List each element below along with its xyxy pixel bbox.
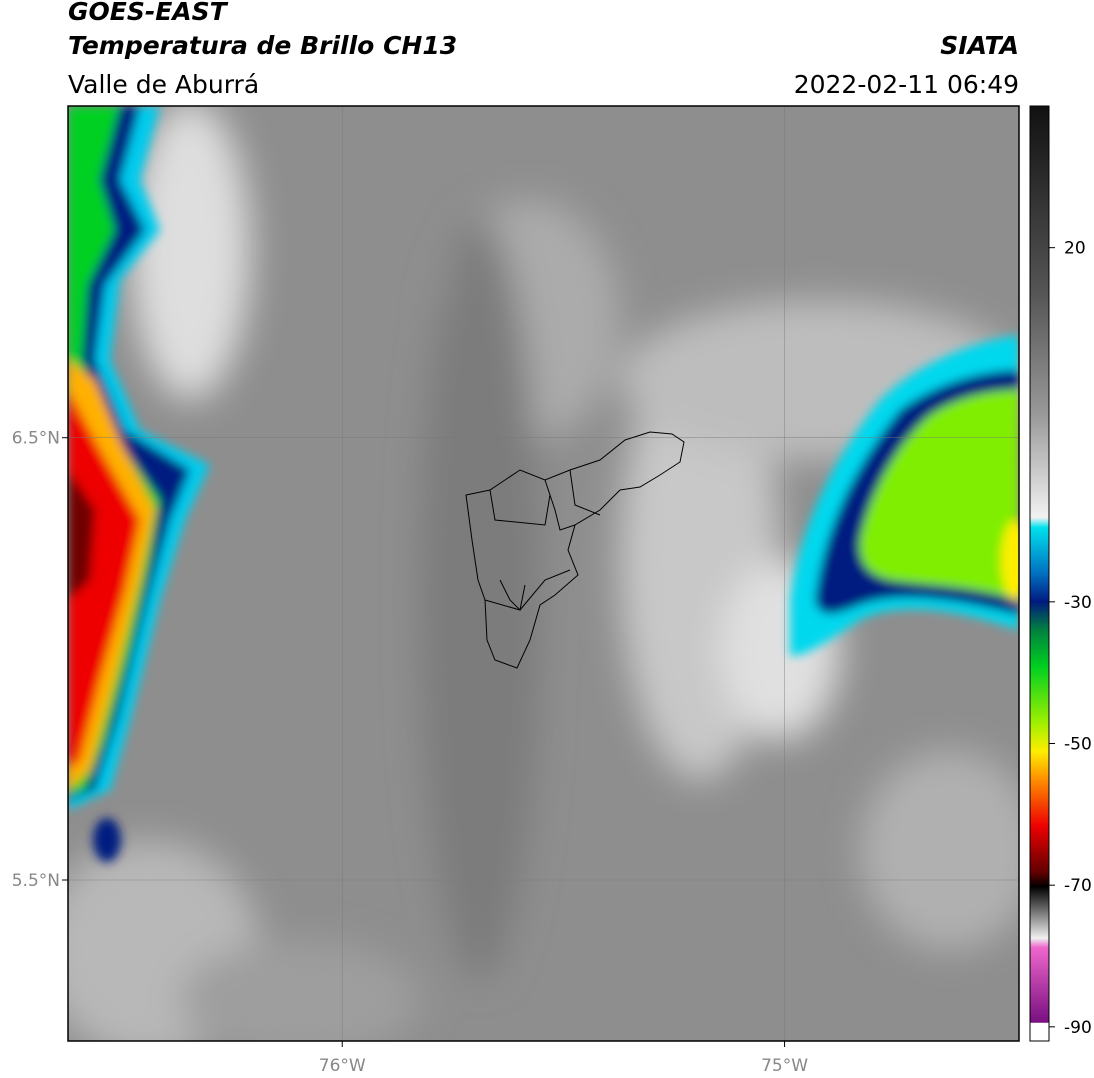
colorbar-tick-label: -90 xyxy=(1064,1018,1092,1038)
valley-outline xyxy=(465,431,685,669)
map-frame xyxy=(67,105,1020,1042)
satellite-image xyxy=(68,106,1019,1041)
colorbar-tick-label: -70 xyxy=(1064,876,1092,896)
title: GOES-EAST xyxy=(68,0,229,26)
lon-tick-label: 76°W xyxy=(319,1056,366,1076)
subtitle: Temperatura de Brillo CH13 xyxy=(68,31,457,60)
colorbar-tick-label: -50 xyxy=(1064,735,1092,755)
lon-tick-label: 75°W xyxy=(761,1056,808,1076)
region: Valle de Aburrá xyxy=(68,70,259,99)
graticule xyxy=(68,106,1019,1041)
colorbar-tick-label: 20 xyxy=(1064,239,1086,259)
colorbar-tick-label: -30 xyxy=(1064,593,1092,613)
source: SIATA xyxy=(940,31,1019,60)
colorbar xyxy=(1029,105,1050,1042)
colorbar-ticks: 20 -30 -50 -70 -90 xyxy=(1049,239,1092,1038)
lat-tick-label: 5.5°N xyxy=(12,871,60,891)
datetime: 2022-02-11 06:49 xyxy=(794,70,1019,99)
lat-tick-label: 6.5°N xyxy=(12,429,60,449)
